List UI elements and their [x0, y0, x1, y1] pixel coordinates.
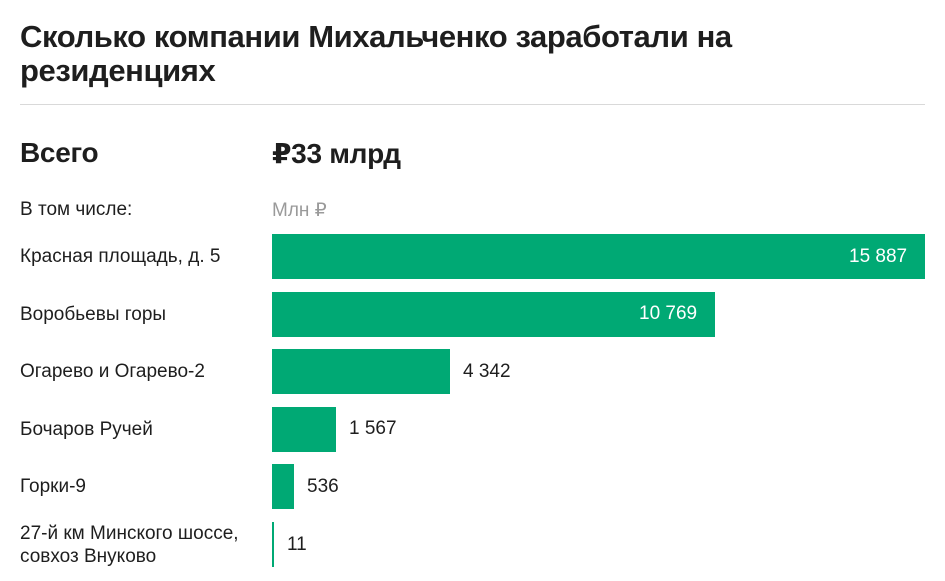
unit-label: Млн ₽ — [272, 200, 327, 221]
category-label: Бочаров Ручей — [20, 418, 153, 440]
bar-value-label: 536 — [307, 475, 339, 497]
chart-title: Сколько компании Михальченко заработали … — [20, 19, 732, 88]
bar-value-label: 10 769 — [639, 303, 698, 325]
bar — [272, 349, 450, 395]
bar-value-label: 1 567 — [349, 418, 397, 440]
bar-value-label: 4 342 — [463, 360, 511, 382]
breakdown-label: В том числе: — [20, 199, 133, 220]
total-label: Всего — [20, 137, 99, 168]
bar — [272, 406, 336, 452]
bar — [272, 234, 925, 279]
category-label: Красная площадь, д. 5 — [20, 246, 221, 267]
category-label: Горки-9 — [20, 476, 86, 498]
total-value: ₽33 млрд — [272, 138, 401, 169]
category-label: Воробьевы горы — [20, 303, 167, 325]
bar — [272, 464, 294, 510]
bar-value-label: 11 — [287, 533, 307, 555]
bar-value-label: 15 887 — [849, 245, 908, 267]
bar — [272, 522, 274, 567]
category-label: Огарево и Огарево-2 — [20, 361, 205, 383]
bar — [272, 291, 715, 337]
category-label: 27-й км Минского шоссе, совхоз Внуково — [20, 522, 239, 567]
title-divider — [20, 104, 925, 105]
